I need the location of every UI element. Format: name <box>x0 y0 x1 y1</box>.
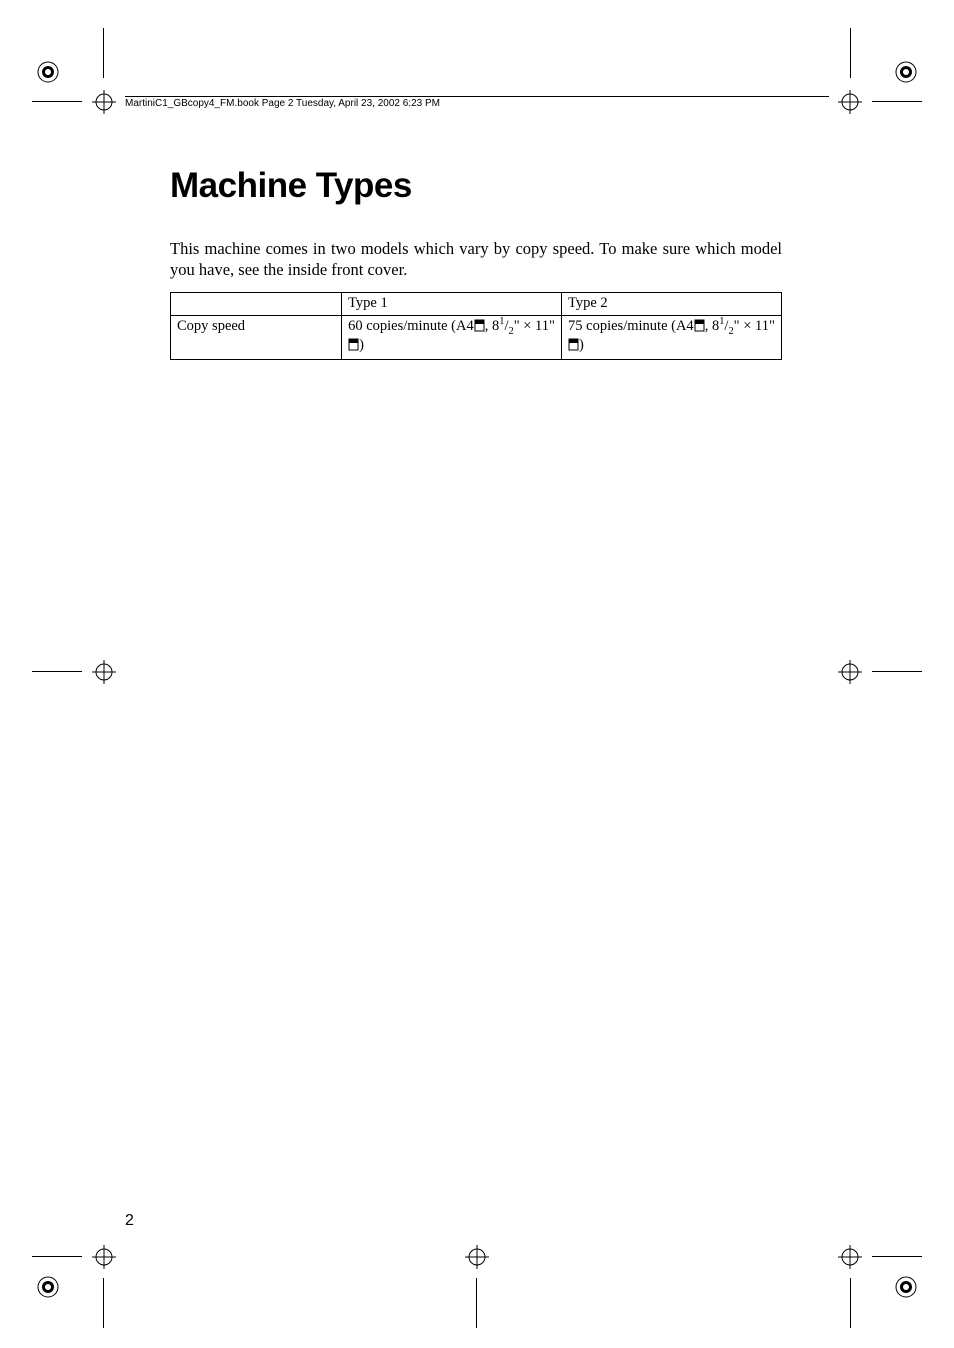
table-row: Copy speed 60 copies/minute (A4, 81/2" ×… <box>171 316 782 360</box>
registration-mark-icon <box>894 60 918 84</box>
cell-text: , 8 <box>705 318 720 334</box>
registration-mark-icon <box>894 1275 918 1299</box>
crosshair-icon <box>465 1245 489 1269</box>
crop-mark <box>872 101 922 102</box>
crop-mark <box>32 1256 82 1257</box>
table-header-empty <box>171 293 342 316</box>
intro-paragraph: This machine comes in two models which v… <box>170 238 782 280</box>
cell-text: 75 copies/minute (A4 <box>568 318 694 334</box>
crop-mark <box>32 671 82 672</box>
spec-table: Type 1 Type 2 Copy speed 60 copies/minut… <box>170 292 782 360</box>
cell-text: ) <box>579 337 584 353</box>
cell-text: , 8 <box>485 318 500 334</box>
page-number: 2 <box>125 1212 134 1230</box>
table-header-type1: Type 1 <box>342 293 562 316</box>
cell-text: 60 copies/minute (A4 <box>348 318 474 334</box>
crop-mark <box>103 28 104 78</box>
cell-text: ) <box>359 337 364 353</box>
paper-portrait-icon <box>348 338 359 356</box>
fraction-numerator: 1 <box>499 316 504 327</box>
cell-type2: 75 copies/minute (A4, 81/2" × 11") <box>562 316 782 360</box>
crosshair-icon <box>838 1245 862 1269</box>
crop-mark <box>103 1278 104 1328</box>
crop-mark <box>850 1278 851 1328</box>
page-title: Machine Types <box>170 166 782 206</box>
crosshair-icon <box>92 1245 116 1269</box>
table-header-type2: Type 2 <box>562 293 782 316</box>
page-content: Machine Types This machine comes in two … <box>170 166 782 360</box>
cell-type1: 60 copies/minute (A4, 81/2" × 11") <box>342 316 562 360</box>
crop-mark <box>872 671 922 672</box>
crosshair-icon <box>92 660 116 684</box>
crop-mark <box>850 28 851 78</box>
paper-portrait-icon <box>694 319 705 337</box>
row-label: Copy speed <box>171 316 342 360</box>
cell-text: " × 11" <box>514 318 555 334</box>
crop-mark <box>872 1256 922 1257</box>
paper-portrait-icon <box>568 338 579 356</box>
cell-text: " × 11" <box>734 318 775 334</box>
crosshair-icon <box>838 660 862 684</box>
paper-portrait-icon <box>474 319 485 337</box>
header-rule <box>125 96 829 97</box>
crosshair-icon <box>838 90 862 114</box>
registration-mark-icon <box>36 1275 60 1299</box>
crosshair-icon <box>92 90 116 114</box>
registration-mark-icon <box>36 60 60 84</box>
running-header: MartiniC1_GBcopy4_FM.book Page 2 Tuesday… <box>125 98 440 109</box>
fraction-numerator: 1 <box>719 316 724 327</box>
table-row: Type 1 Type 2 <box>171 293 782 316</box>
crop-mark <box>476 1278 477 1328</box>
crop-mark <box>32 101 82 102</box>
